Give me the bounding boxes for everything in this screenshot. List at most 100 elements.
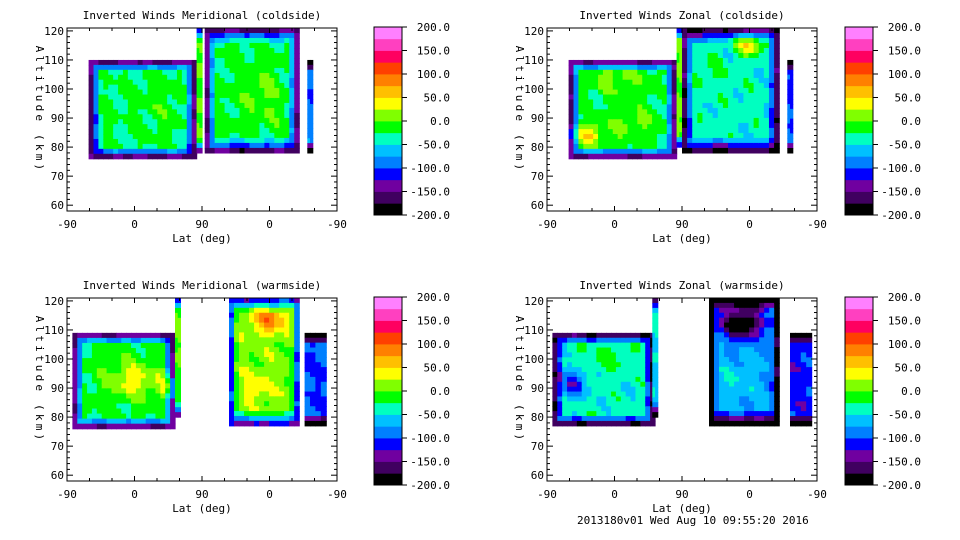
colorbar-tick-label: -100.0 — [881, 432, 921, 445]
field-cell — [274, 28, 280, 34]
field-cell — [259, 102, 265, 109]
field-cell — [602, 104, 609, 110]
field-cell — [181, 143, 188, 150]
field-cell — [254, 386, 260, 392]
field-cell — [774, 332, 780, 338]
field-cell — [645, 337, 651, 344]
field-cell — [155, 378, 161, 384]
field-cell — [214, 107, 221, 114]
field-cell — [676, 92, 680, 99]
field-cell — [147, 143, 154, 150]
field-cell — [774, 33, 780, 39]
field-cell — [259, 411, 265, 417]
field-cell — [244, 332, 250, 338]
field-cell — [269, 366, 275, 373]
field-cell — [719, 337, 725, 343]
field-cell — [269, 112, 275, 119]
field-cell — [229, 132, 236, 139]
field-cell — [642, 153, 648, 160]
field-cell — [583, 138, 589, 145]
field-cell — [315, 342, 322, 349]
y-axis-label: Altitude (km) — [33, 316, 46, 444]
field-cell — [162, 143, 168, 150]
field-cell — [186, 89, 193, 96]
field-cell — [611, 362, 617, 368]
chart-panel-3: Inverted Winds Meridional (warmside)-90 0… — [33, 279, 450, 515]
field-cell — [606, 371, 612, 378]
x-tick-label: 0 — [266, 488, 273, 501]
field-cell — [655, 347, 659, 354]
field-cell — [652, 114, 658, 120]
field-cell — [768, 122, 775, 129]
field-cell — [774, 302, 780, 309]
field-cell — [244, 47, 251, 54]
field-cell — [679, 28, 683, 34]
field-cell — [738, 102, 744, 109]
field-cell — [150, 347, 157, 354]
field-cell — [666, 148, 673, 155]
field-cell — [724, 411, 730, 417]
field-cell — [209, 33, 216, 39]
field-cell — [196, 137, 200, 144]
field-cell — [666, 99, 673, 105]
field-cell — [229, 298, 235, 304]
field-cell — [671, 84, 678, 91]
field-cell — [738, 122, 744, 129]
field-cell — [259, 401, 265, 407]
field-cell — [743, 28, 750, 34]
field-cell — [145, 353, 152, 359]
field-cell — [769, 337, 775, 343]
field-cell — [224, 52, 231, 59]
field-cell — [294, 401, 300, 407]
field-cell — [294, 92, 300, 99]
field-cell — [728, 87, 734, 94]
field-cell — [617, 64, 624, 71]
field-cell — [160, 393, 166, 400]
field-cell — [289, 317, 295, 324]
field-cell — [118, 143, 124, 150]
field-cell — [145, 363, 152, 369]
field-cell — [269, 361, 275, 368]
field-cell — [790, 79, 794, 86]
field-cell — [612, 79, 619, 86]
field-cell — [254, 337, 260, 343]
field-cell — [601, 416, 607, 422]
field-cell — [157, 134, 163, 140]
field-cell — [753, 137, 760, 144]
field-cell — [702, 92, 709, 99]
field-cell — [140, 342, 147, 349]
field-cell — [289, 37, 295, 44]
field-cell — [209, 42, 216, 49]
field-cell — [790, 367, 796, 373]
field-cell — [135, 347, 142, 354]
field-cell — [204, 92, 211, 99]
field-cell — [229, 147, 236, 154]
field-cell — [274, 33, 280, 39]
field-cell — [728, 117, 734, 124]
field-cell — [294, 381, 300, 388]
field-cell — [91, 332, 98, 339]
field-cell — [612, 114, 619, 120]
field-cell — [734, 386, 740, 392]
field-cell — [790, 84, 794, 90]
field-cell — [598, 138, 604, 145]
field-cell — [162, 69, 168, 76]
field-cell — [567, 376, 573, 383]
field-cell — [157, 99, 163, 105]
field-cell — [103, 84, 109, 91]
field-cell — [656, 99, 663, 105]
field-cell — [734, 302, 740, 309]
field-cell — [567, 347, 573, 354]
field-cell — [606, 367, 612, 373]
field-cell — [632, 119, 638, 125]
field-cell — [606, 381, 612, 388]
field-cell — [729, 366, 735, 373]
field-cell — [234, 87, 241, 94]
field-cell — [103, 79, 109, 86]
field-cell — [249, 361, 255, 368]
field-cell — [749, 411, 755, 417]
field-cell — [722, 127, 729, 134]
field-cell — [172, 114, 178, 120]
field-cell — [103, 89, 109, 96]
field-cell — [615, 396, 622, 402]
